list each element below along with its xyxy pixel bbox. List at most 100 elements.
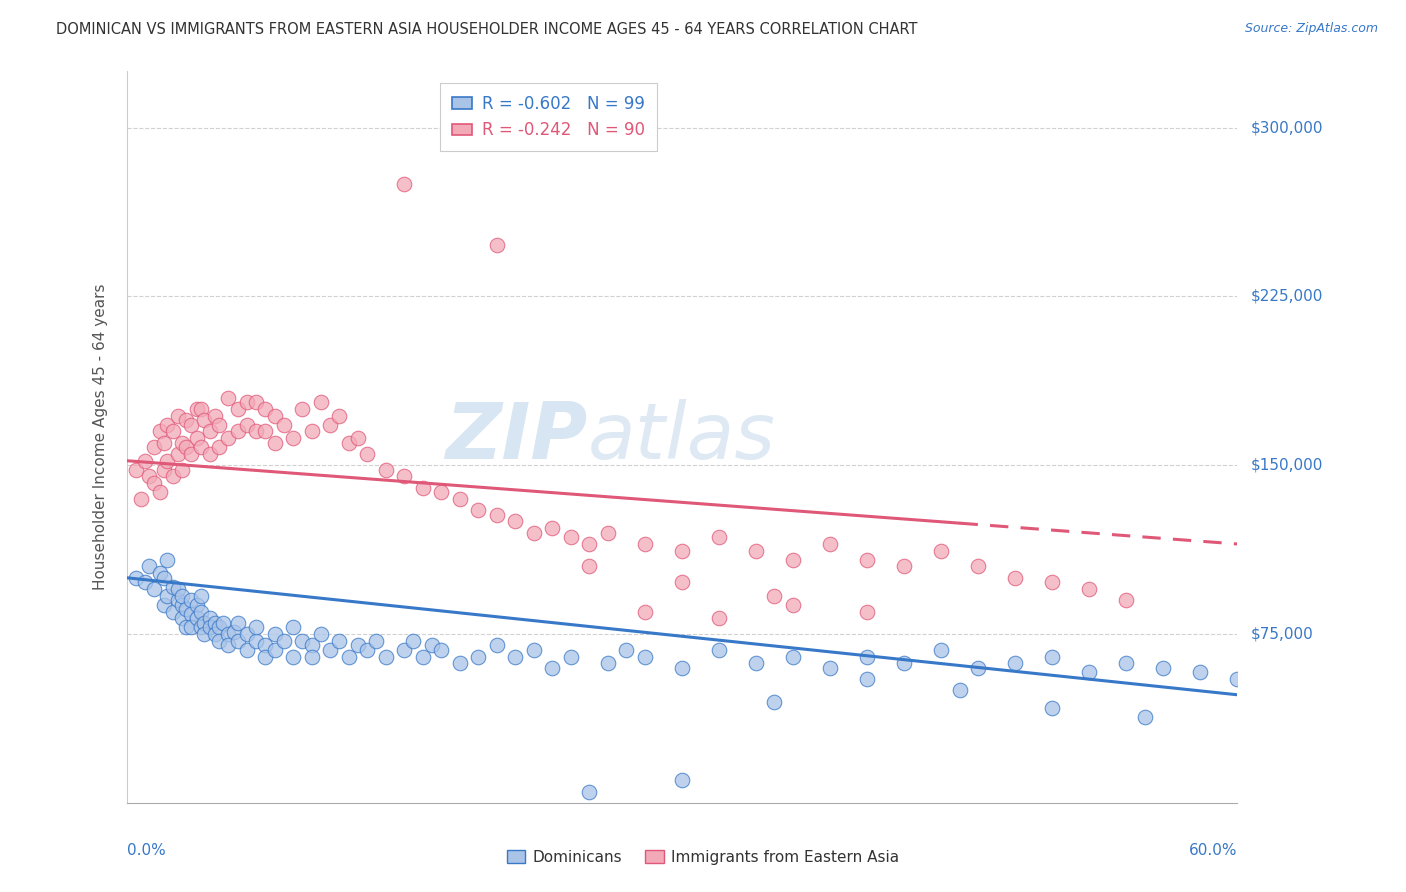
Point xyxy=(893,559,915,574)
Point xyxy=(134,453,156,467)
Point xyxy=(190,401,212,416)
Point xyxy=(162,580,184,594)
Point xyxy=(309,395,332,409)
Point xyxy=(420,638,443,652)
Point xyxy=(174,602,197,616)
Point xyxy=(893,657,915,671)
Point xyxy=(301,649,323,664)
Point xyxy=(152,463,174,477)
Point xyxy=(402,633,425,648)
Text: atlas: atlas xyxy=(588,399,775,475)
Point xyxy=(671,543,693,558)
Text: DOMINICAN VS IMMIGRANTS FROM EASTERN ASIA HOUSEHOLDER INCOME AGES 45 - 64 YEARS : DOMINICAN VS IMMIGRANTS FROM EASTERN ASI… xyxy=(56,22,918,37)
Point xyxy=(1004,571,1026,585)
Point xyxy=(856,672,879,686)
Point xyxy=(172,463,194,477)
Point xyxy=(301,638,323,652)
Point xyxy=(430,485,453,500)
Point xyxy=(208,620,231,634)
Point xyxy=(193,627,215,641)
Point xyxy=(596,525,619,540)
Point xyxy=(1115,593,1137,607)
Point xyxy=(281,620,304,634)
Point xyxy=(523,642,546,657)
Point xyxy=(281,431,304,445)
Point xyxy=(485,237,508,252)
Legend: Dominicans, Immigrants from Eastern Asia: Dominicans, Immigrants from Eastern Asia xyxy=(501,844,905,871)
Point xyxy=(162,425,184,439)
Point xyxy=(204,627,226,641)
Point xyxy=(1152,661,1174,675)
Point xyxy=(356,642,378,657)
Point xyxy=(254,425,277,439)
Point xyxy=(366,633,388,648)
Point xyxy=(152,598,174,612)
Point xyxy=(485,508,508,522)
Point xyxy=(782,649,804,664)
Point xyxy=(186,611,208,625)
Y-axis label: Householder Income Ages 45 - 64 years: Householder Income Ages 45 - 64 years xyxy=(93,284,108,591)
Point xyxy=(1078,665,1101,680)
Point xyxy=(291,401,314,416)
Point xyxy=(1115,657,1137,671)
Point xyxy=(319,642,342,657)
Point xyxy=(485,638,508,652)
Point xyxy=(596,657,619,671)
Point xyxy=(180,447,202,461)
Point xyxy=(523,525,546,540)
Point xyxy=(245,425,267,439)
Point xyxy=(190,620,212,634)
Point xyxy=(254,638,277,652)
Point xyxy=(211,615,233,630)
Point xyxy=(818,661,841,675)
Point xyxy=(180,620,202,634)
Point xyxy=(236,642,259,657)
Point xyxy=(217,638,239,652)
Point xyxy=(172,598,194,612)
Point xyxy=(374,649,396,664)
Point xyxy=(949,683,972,698)
Point xyxy=(301,425,323,439)
Point xyxy=(149,425,172,439)
Point xyxy=(782,598,804,612)
Point xyxy=(347,638,370,652)
Point xyxy=(172,589,194,603)
Point xyxy=(634,537,657,551)
Point xyxy=(193,615,215,630)
Point xyxy=(449,657,471,671)
Point xyxy=(236,417,259,432)
Point xyxy=(152,571,174,585)
Point xyxy=(291,633,314,648)
Point xyxy=(578,784,600,798)
Point xyxy=(162,469,184,483)
Point xyxy=(449,491,471,506)
Point xyxy=(1078,582,1101,596)
Point xyxy=(745,543,768,558)
Point xyxy=(143,440,166,454)
Point xyxy=(245,395,267,409)
Point xyxy=(560,649,582,664)
Point xyxy=(763,694,786,708)
Point xyxy=(328,633,350,648)
Point xyxy=(143,582,166,596)
Legend: R = -0.602   N = 99, R = -0.242   N = 90: R = -0.602 N = 99, R = -0.242 N = 90 xyxy=(440,83,657,151)
Text: $225,000: $225,000 xyxy=(1251,289,1323,304)
Point xyxy=(156,589,179,603)
Point xyxy=(560,530,582,544)
Point xyxy=(198,611,221,625)
Point xyxy=(394,469,416,483)
Point xyxy=(162,605,184,619)
Point xyxy=(634,649,657,664)
Point xyxy=(1040,575,1063,590)
Point xyxy=(204,615,226,630)
Point xyxy=(856,553,879,567)
Point xyxy=(412,481,434,495)
Point xyxy=(217,391,239,405)
Point xyxy=(226,401,249,416)
Point xyxy=(208,440,231,454)
Point xyxy=(707,530,730,544)
Point xyxy=(226,425,249,439)
Point xyxy=(707,611,730,625)
Point xyxy=(204,409,226,423)
Point xyxy=(138,469,160,483)
